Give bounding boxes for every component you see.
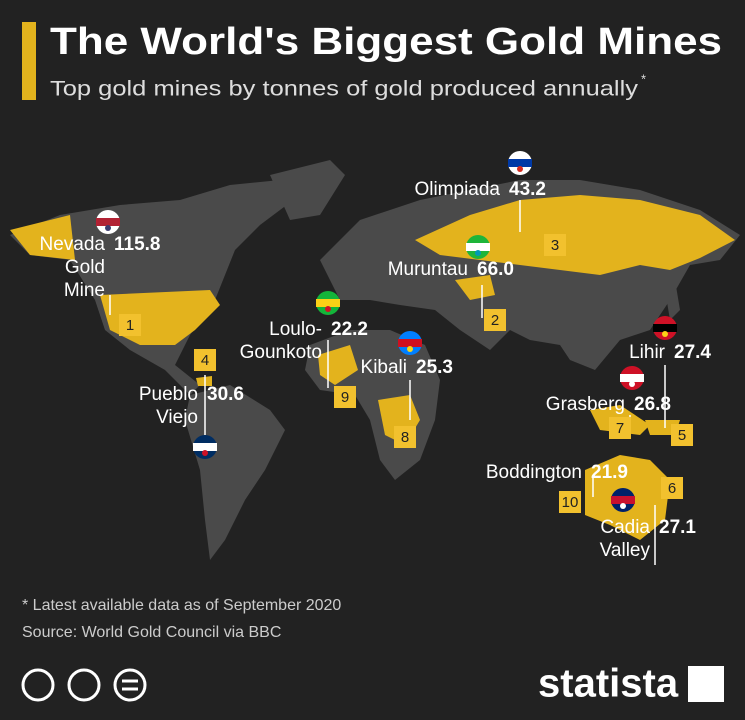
flag-emblem [407,346,413,352]
mine-name: Gold [65,257,105,278]
flag-emblem [517,166,523,172]
cc-icon [21,668,55,702]
flag-emblem [629,381,635,387]
flag-emblem [105,225,111,231]
title: The World's Biggest Gold Mines [50,21,722,63]
mine-value: 27.1 [659,517,696,538]
mine-name: Nevada [40,234,106,255]
mine-value: 115.8 [114,234,161,255]
rank-label: 3 [551,237,559,254]
mine-value: 66.0 [477,259,514,280]
mine-name: Cadia [600,517,650,538]
mine-value: 26.8 [634,394,671,415]
flag-band [620,374,644,382]
rank-label: 8 [401,429,409,446]
mine-name: Viejo [156,407,198,428]
mine-value: 27.4 [674,342,711,363]
rank-box [484,309,506,331]
rank-box [671,424,693,446]
flag-emblem [202,450,208,456]
alaska [10,215,75,260]
mine-name: Olimpiada [414,179,500,200]
brand-icon [688,666,724,702]
russia [415,195,735,275]
flag-emblem [325,306,331,312]
mine-name: Lihir [629,342,666,363]
uzbekistan [455,275,495,300]
rank-label: 2 [491,312,499,329]
flag-emblem [620,503,626,509]
north-america [10,180,300,395]
south-america [185,385,285,560]
dominican-republic [196,376,212,386]
flag-band [316,299,340,307]
rank-label: 5 [678,427,686,444]
rank-box [394,426,416,448]
by-icon [67,668,101,702]
mine-value: 43.2 [509,179,546,200]
subtitle-mark: * [641,71,646,86]
rank-box [194,349,216,371]
mine-name: Mine [64,280,105,301]
flag-band [508,159,532,167]
rank-label: 1 [126,317,134,334]
accent-bar [22,22,36,100]
mine-name: Boddington [486,462,582,483]
mine-value: 21.9 [591,462,628,483]
mine-name: Kibali [361,357,407,378]
rank-label: 10 [562,494,579,511]
mine-name: Gounkoto [240,342,322,363]
flag-emblem [662,331,668,337]
mine-value: 22.2 [331,319,368,340]
rank-box [559,491,581,513]
rank-label: 6 [668,480,676,497]
flag-band [466,243,490,251]
rank-label: 7 [616,420,624,437]
brand: statista [538,662,679,706]
nd-icon [113,668,147,702]
rank-box [334,386,356,408]
rank-box [119,314,141,336]
greenland [270,160,345,220]
subtitle: Top gold mines by tonnes of gold produce… [50,78,639,101]
rank-label: 4 [201,352,209,369]
mine-value: 30.6 [207,384,244,405]
rank-box [544,234,566,256]
mine-name: Grasberg [546,394,625,415]
flag-band [398,339,422,347]
flag-emblem [475,250,481,256]
japan [665,280,680,320]
rank-box [661,477,683,499]
rank-label: 9 [341,389,349,406]
mine-name: Pueblo [139,384,198,405]
license-icons [21,668,147,702]
source: Source: World Gold Council via BBC [22,624,281,641]
flag-band [96,218,120,226]
mine-name: Valley [600,540,651,561]
flag-band [611,496,635,504]
flag-band [193,443,217,451]
rank-box [609,417,631,439]
mine-name: Loulo- [269,319,322,340]
mine-value: 25.3 [416,357,453,378]
footnote: * Latest available data as of September … [22,597,341,614]
flag-band [653,324,677,332]
mine-name: Muruntau [388,259,468,280]
